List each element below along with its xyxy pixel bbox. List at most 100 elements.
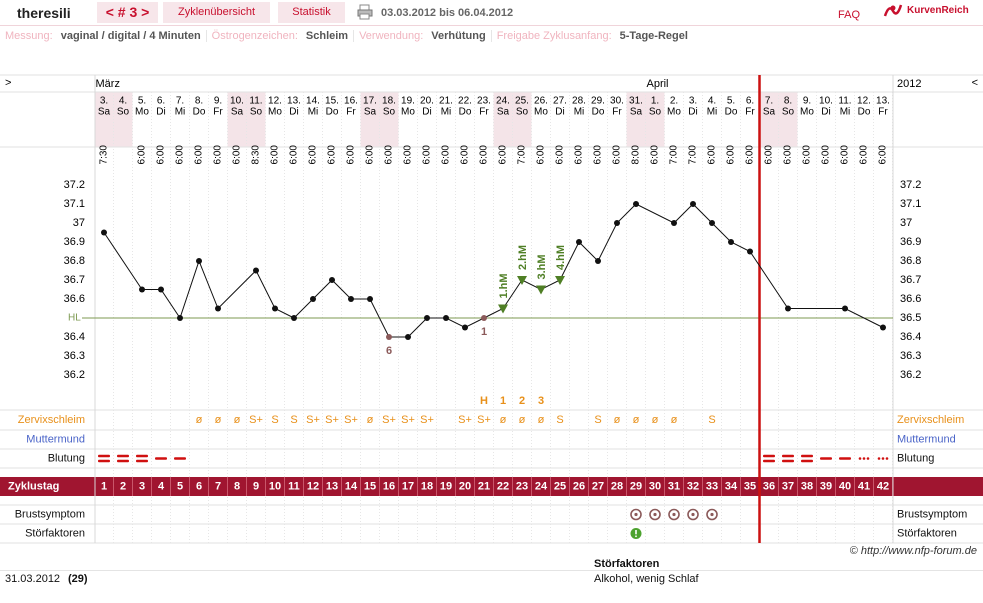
high-mark-point <box>555 276 565 285</box>
tab[interactable]: Zyklenübersicht <box>163 2 270 23</box>
time: 6:00 <box>270 145 281 165</box>
cycle-day: 11 <box>288 480 300 492</box>
temperature-point <box>424 315 430 321</box>
cycle-day: 31 <box>668 480 680 492</box>
temperature-point <box>462 324 468 331</box>
time: 6:00 <box>194 145 205 165</box>
time: 6:00 <box>726 145 737 165</box>
weekday: So <box>649 107 662 118</box>
time: 6:00 <box>536 145 547 165</box>
time: 6:00 <box>650 145 661 165</box>
weekday: Fr <box>346 107 356 118</box>
cycle-day: 12 <box>307 480 319 492</box>
date: 28. <box>572 96 586 107</box>
mucus-symbol: ø <box>633 414 640 426</box>
bleeding-mark <box>782 454 794 463</box>
date: 12. <box>268 96 282 107</box>
setting-label: Freigabe Zyklusanfang: <box>496 30 612 42</box>
weekday: So <box>250 107 263 118</box>
weekday: Fr <box>213 107 223 118</box>
logo[interactable]: KurvenReich <box>907 5 969 16</box>
nav-next[interactable]: < <box>972 77 978 89</box>
faq-link[interactable]: FAQ <box>838 9 861 21</box>
cycle-day: 21 <box>478 480 490 492</box>
weekday: So <box>383 107 396 118</box>
weekend-shade <box>512 92 532 147</box>
temperature-point <box>158 286 164 293</box>
date: 24. <box>496 96 510 107</box>
weekday: Mi <box>175 107 186 118</box>
y-tick-label: 37.2 <box>900 179 921 191</box>
date: 7. <box>176 96 184 107</box>
weekend-shade <box>246 92 266 147</box>
setting-value: 5-Tage-Regel <box>619 30 688 42</box>
bleeding-mark <box>117 454 129 463</box>
weekday: Sa <box>98 107 111 118</box>
weekday: Di <box>156 107 165 118</box>
bleeding-bar <box>801 454 813 458</box>
date: 9. <box>803 96 811 107</box>
y-tick-label: 37 <box>900 217 912 229</box>
mucus-symbol: S+ <box>325 414 339 426</box>
y-tick-label: 37.2 <box>64 179 85 191</box>
weekday: Mi <box>840 107 851 118</box>
high-mark-label: 1.hM <box>498 273 510 298</box>
bleeding-mark <box>763 454 775 463</box>
weekend-shade <box>645 92 665 147</box>
nav-prev[interactable]: > <box>5 77 11 89</box>
breast-dot <box>672 512 676 517</box>
time: 6:00 <box>422 145 433 165</box>
mucus-symbol: S+ <box>477 414 491 426</box>
y-tick-label: 36.9 <box>900 236 921 248</box>
time: 7:00 <box>517 145 528 165</box>
y-tick-label: 36.7 <box>64 274 85 286</box>
row-label: Zyklustag <box>8 480 59 492</box>
date: 22. <box>458 96 472 107</box>
setting-value: Verhütung <box>431 30 486 42</box>
cycle-day: 9 <box>253 480 259 492</box>
breast-symbol <box>630 508 642 521</box>
y-tick-label: 37.1 <box>900 198 921 210</box>
weekday: Do <box>858 107 871 118</box>
time: 6:00 <box>156 145 167 165</box>
row-label: Zervixschleim <box>897 414 964 426</box>
setting-label: Östrogenzeichen: <box>211 30 298 42</box>
date: 26. <box>534 96 548 107</box>
date: 13. <box>287 96 301 107</box>
weekday: So <box>117 107 130 118</box>
breast-dot <box>634 512 638 517</box>
weekend-shade <box>778 92 798 147</box>
cycle-day: 24 <box>535 480 548 492</box>
cycle-day: 25 <box>554 480 566 492</box>
cycle-day: 37 <box>782 480 794 492</box>
time: 6:00 <box>802 145 813 165</box>
cycle-day: 41 <box>858 480 870 492</box>
temperature-point <box>253 267 259 274</box>
time: 7:00 <box>669 145 680 165</box>
weekday: Di <box>422 107 431 118</box>
breast-dot <box>653 512 657 517</box>
temperature-point <box>785 305 791 312</box>
time: 6:00 <box>821 145 832 165</box>
weekday: Di <box>289 107 298 118</box>
mucus-symbol: S+ <box>458 414 472 426</box>
tab[interactable]: Statistik <box>278 2 345 23</box>
time: 6:00 <box>403 145 414 165</box>
print-icon[interactable] <box>357 4 373 20</box>
y-tick-label: 36.7 <box>900 274 921 286</box>
point-annotation: 1 <box>481 326 487 338</box>
bleeding-bar <box>136 454 148 458</box>
cycle-day: 20 <box>459 480 471 492</box>
time: 6:00 <box>137 145 148 165</box>
date: 5. <box>727 96 735 107</box>
breast-dot <box>691 512 695 517</box>
cycle-nav[interactable]: < # 3 > <box>97 2 158 23</box>
y-tick-label: 37 <box>73 217 85 229</box>
weekday: Mi <box>308 107 319 118</box>
user-name: theresili <box>17 5 71 21</box>
time: 8:00 <box>631 145 642 165</box>
mucus-symbol: S+ <box>344 414 358 426</box>
date: 10. <box>230 96 244 107</box>
mucus-symbol: ø <box>538 414 545 426</box>
